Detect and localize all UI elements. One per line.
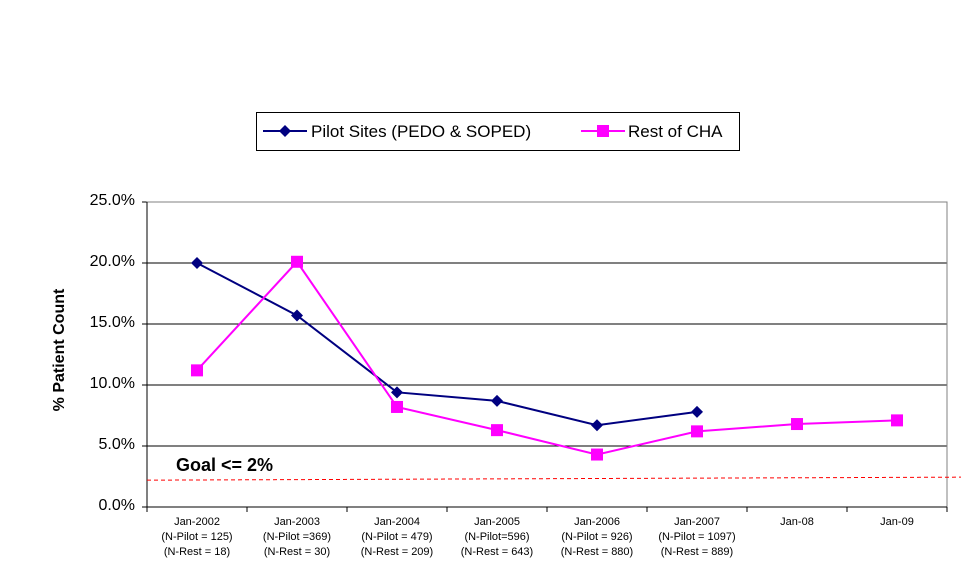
series-line-0	[196, 262, 698, 427]
x-tick-label-line: Jan-2005	[474, 516, 520, 528]
point-0-4	[591, 419, 603, 432]
x-tick-label-line: (N-Pilot = 125)	[161, 531, 233, 543]
point-1-6	[791, 418, 803, 431]
x-tick-label: Jan-2007 (N-Pilot = 1097) (N-Rest = 889)	[642, 515, 752, 560]
x-tick-label-line: (N-Pilot = 926)	[561, 531, 633, 543]
legend-label-rest: Rest of CHA	[628, 122, 723, 141]
legend: Pilot Sites (PEDO & SOPED) Rest of CHA	[256, 112, 740, 151]
point-1-0	[191, 364, 203, 377]
x-tick-label-line: Jan-2007	[674, 516, 720, 528]
plot-area	[147, 202, 947, 507]
point-0-5	[691, 405, 703, 418]
x-tick-label-line: (N-Pilot = 1097)	[658, 531, 736, 543]
x-tick-label-line: (N-Rest = 880)	[560, 546, 634, 558]
x-tick-label-line: (N-Rest = 18)	[163, 546, 231, 558]
legend-label-pilot: Pilot Sites (PEDO & SOPED)	[311, 122, 532, 141]
x-tick-label-line: Jan-2004	[374, 516, 420, 528]
point-0-2	[391, 386, 403, 399]
x-tick-label: Jan-2003 (N-Pilot =369) (N-Rest = 30)	[242, 515, 352, 560]
point-1-1	[291, 255, 303, 268]
point-1-2	[391, 400, 403, 413]
x-tick-label: Jan-2002 (N-Pilot = 125) (N-Rest = 18)	[142, 515, 252, 560]
point-0-0	[191, 257, 203, 269]
series-line-1	[196, 260, 898, 456]
x-tick-label-line: (N-Rest = 889)	[660, 546, 734, 558]
point-1-5	[691, 425, 703, 438]
y-tick-label: 25.0%	[89, 192, 135, 209]
legend-swatch-rest	[581, 125, 625, 137]
x-tick-label-line: (N-Rest = 30)	[263, 546, 331, 558]
x-tick-label-line: (N-Rest = 209)	[360, 546, 434, 558]
y-tick-label: 0.0%	[98, 497, 135, 514]
x-tick-label-line: Jan-2006	[574, 516, 620, 528]
x-tick-label: Jan-09	[842, 515, 952, 530]
x-tick-label-line: (N-Pilot = 479)	[361, 531, 433, 543]
y-tick-label: 10.0%	[89, 375, 135, 392]
point-0-3	[491, 394, 503, 407]
x-tick-label-line: Jan-2002	[174, 516, 220, 528]
y-tick-label: 5.0%	[98, 436, 135, 453]
goal-label: Goal <= 2%	[176, 455, 274, 475]
x-tick-label-line: Jan-2003	[274, 516, 320, 528]
x-tick-label: Jan-08	[742, 515, 852, 530]
point-1-4	[591, 448, 603, 461]
y-tick-label: 15.0%	[89, 314, 135, 331]
point-1-7	[891, 414, 903, 427]
x-tick-label-line: Jan-09	[880, 516, 914, 528]
x-tick-label-line: (N-Pilot=596)	[464, 531, 530, 543]
y-tick-label: 20.0%	[89, 253, 135, 270]
goal-line	[146, 476, 961, 481]
x-tick-label-line: Jan-08	[780, 516, 814, 528]
legend-swatch-pilot	[263, 125, 307, 137]
x-tick-label: Jan-2004 (N-Pilot = 479) (N-Rest = 209)	[342, 515, 452, 560]
x-tick-label-line: (N-Rest = 643)	[460, 546, 534, 558]
point-0-1	[291, 309, 303, 322]
x-tick-label: Jan-2005 (N-Pilot=596) (N-Rest = 643)	[442, 515, 552, 560]
point-1-3	[491, 424, 503, 437]
x-tick-label: Jan-2006 (N-Pilot = 926) (N-Rest = 880)	[542, 515, 652, 560]
x-tick-label-line: (N-Pilot =369)	[262, 531, 332, 543]
